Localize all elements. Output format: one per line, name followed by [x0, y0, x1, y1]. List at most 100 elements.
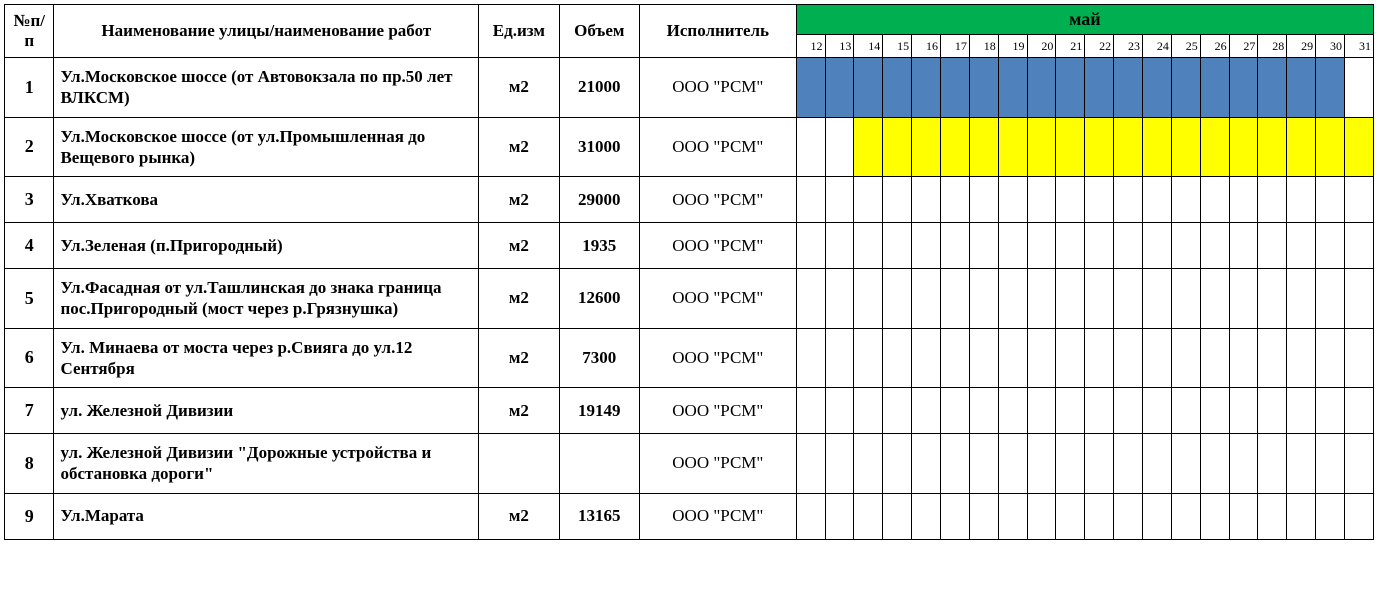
row-executor: ООО "РСМ": [639, 58, 796, 118]
row-volume: 31000: [559, 117, 639, 177]
gantt-cell: [1171, 117, 1200, 177]
row-unit: м2: [479, 269, 559, 329]
gantt-cell: [1345, 493, 1374, 539]
row-executor: ООО "РСМ": [639, 117, 796, 177]
gantt-cell: [1142, 434, 1171, 494]
row-executor: ООО "РСМ": [639, 223, 796, 269]
table-row: 7ул. Железной Дивизиим219149ООО "РСМ": [5, 388, 1374, 434]
gantt-cell: [1114, 223, 1143, 269]
gantt-cell: [1200, 328, 1229, 388]
day-header: 14: [854, 35, 883, 58]
gantt-cell: [912, 493, 941, 539]
gantt-cell: [940, 328, 969, 388]
gantt-cell: [796, 434, 825, 494]
gantt-cell: [1114, 117, 1143, 177]
day-header: 13: [825, 35, 854, 58]
gantt-cell: [1056, 493, 1085, 539]
table-row: 8ул. Железной Дивизии "Дорожные устройст…: [5, 434, 1374, 494]
gantt-cell: [969, 117, 998, 177]
gantt-cell: [1316, 328, 1345, 388]
gantt-cell: [940, 493, 969, 539]
gantt-cell: [912, 328, 941, 388]
row-num: 9: [5, 493, 54, 539]
gantt-cell: [912, 177, 941, 223]
gantt-cell: [1287, 177, 1316, 223]
gantt-cell: [969, 223, 998, 269]
row-unit: м2: [479, 493, 559, 539]
gantt-cell: [1345, 269, 1374, 329]
gantt-cell: [1142, 328, 1171, 388]
gantt-cell: [1114, 388, 1143, 434]
row-num: 7: [5, 388, 54, 434]
gantt-cell: [1287, 117, 1316, 177]
gantt-cell: [1027, 493, 1056, 539]
col-header-name: Наименование улицы/наименование работ: [54, 5, 479, 58]
gantt-cell: [1287, 388, 1316, 434]
gantt-cell: [1316, 388, 1345, 434]
day-header: 26: [1200, 35, 1229, 58]
gantt-cell: [998, 117, 1027, 177]
day-header: 19: [998, 35, 1027, 58]
gantt-cell: [1316, 434, 1345, 494]
row-name: Ул.Зеленая (п.Пригородный): [54, 223, 479, 269]
gantt-cell: [1258, 223, 1287, 269]
day-header: 31: [1345, 35, 1374, 58]
day-header: 18: [969, 35, 998, 58]
gantt-cell: [1085, 328, 1114, 388]
gantt-cell: [1056, 223, 1085, 269]
row-executor: ООО "РСМ": [639, 177, 796, 223]
table-row: 5Ул.Фасадная от ул.Ташлинская до знака г…: [5, 269, 1374, 329]
gantt-cell: [1200, 117, 1229, 177]
day-header: 15: [883, 35, 912, 58]
gantt-cell: [912, 223, 941, 269]
table-row: 3Ул.Хватковам229000ООО "РСМ": [5, 177, 1374, 223]
gantt-cell: [1258, 177, 1287, 223]
gantt-cell: [854, 269, 883, 329]
day-header: 25: [1171, 35, 1200, 58]
gantt-cell: [825, 177, 854, 223]
gantt-cell: [825, 58, 854, 118]
gantt-cell: [1056, 58, 1085, 118]
gantt-cell: [1200, 388, 1229, 434]
gantt-cell: [796, 117, 825, 177]
gantt-cell: [998, 328, 1027, 388]
gantt-cell: [1345, 388, 1374, 434]
gantt-cell: [1229, 177, 1258, 223]
col-header-volume: Объем: [559, 5, 639, 58]
gantt-cell: [796, 388, 825, 434]
gantt-cell: [825, 117, 854, 177]
gantt-cell: [1316, 177, 1345, 223]
row-unit: м2: [479, 177, 559, 223]
gantt-cell: [1171, 493, 1200, 539]
gantt-cell: [1142, 388, 1171, 434]
gantt-cell: [1287, 269, 1316, 329]
row-num: 4: [5, 223, 54, 269]
gantt-cell: [883, 177, 912, 223]
gantt-cell: [883, 58, 912, 118]
gantt-cell: [1027, 328, 1056, 388]
gantt-cell: [1171, 58, 1200, 118]
gantt-cell: [940, 223, 969, 269]
gantt-cell: [1142, 493, 1171, 539]
gantt-cell: [883, 223, 912, 269]
gantt-cell: [940, 58, 969, 118]
gantt-cell: [940, 388, 969, 434]
row-num: 8: [5, 434, 54, 494]
table-row: 1Ул.Московское шоссе (от Автовокзала по …: [5, 58, 1374, 118]
row-name: Ул.Марата: [54, 493, 479, 539]
gantt-cell: [1345, 177, 1374, 223]
gantt-cell: [998, 223, 1027, 269]
gantt-cell: [969, 269, 998, 329]
gantt-cell: [1056, 269, 1085, 329]
gantt-cell: [998, 493, 1027, 539]
row-executor: ООО "РСМ": [639, 388, 796, 434]
gantt-cell: [1085, 388, 1114, 434]
row-unit: м2: [479, 328, 559, 388]
gantt-cell: [796, 269, 825, 329]
gantt-cell: [1056, 388, 1085, 434]
gantt-cell: [796, 58, 825, 118]
day-header: 22: [1085, 35, 1114, 58]
gantt-cell: [854, 434, 883, 494]
gantt-cell: [854, 223, 883, 269]
gantt-cell: [912, 117, 941, 177]
